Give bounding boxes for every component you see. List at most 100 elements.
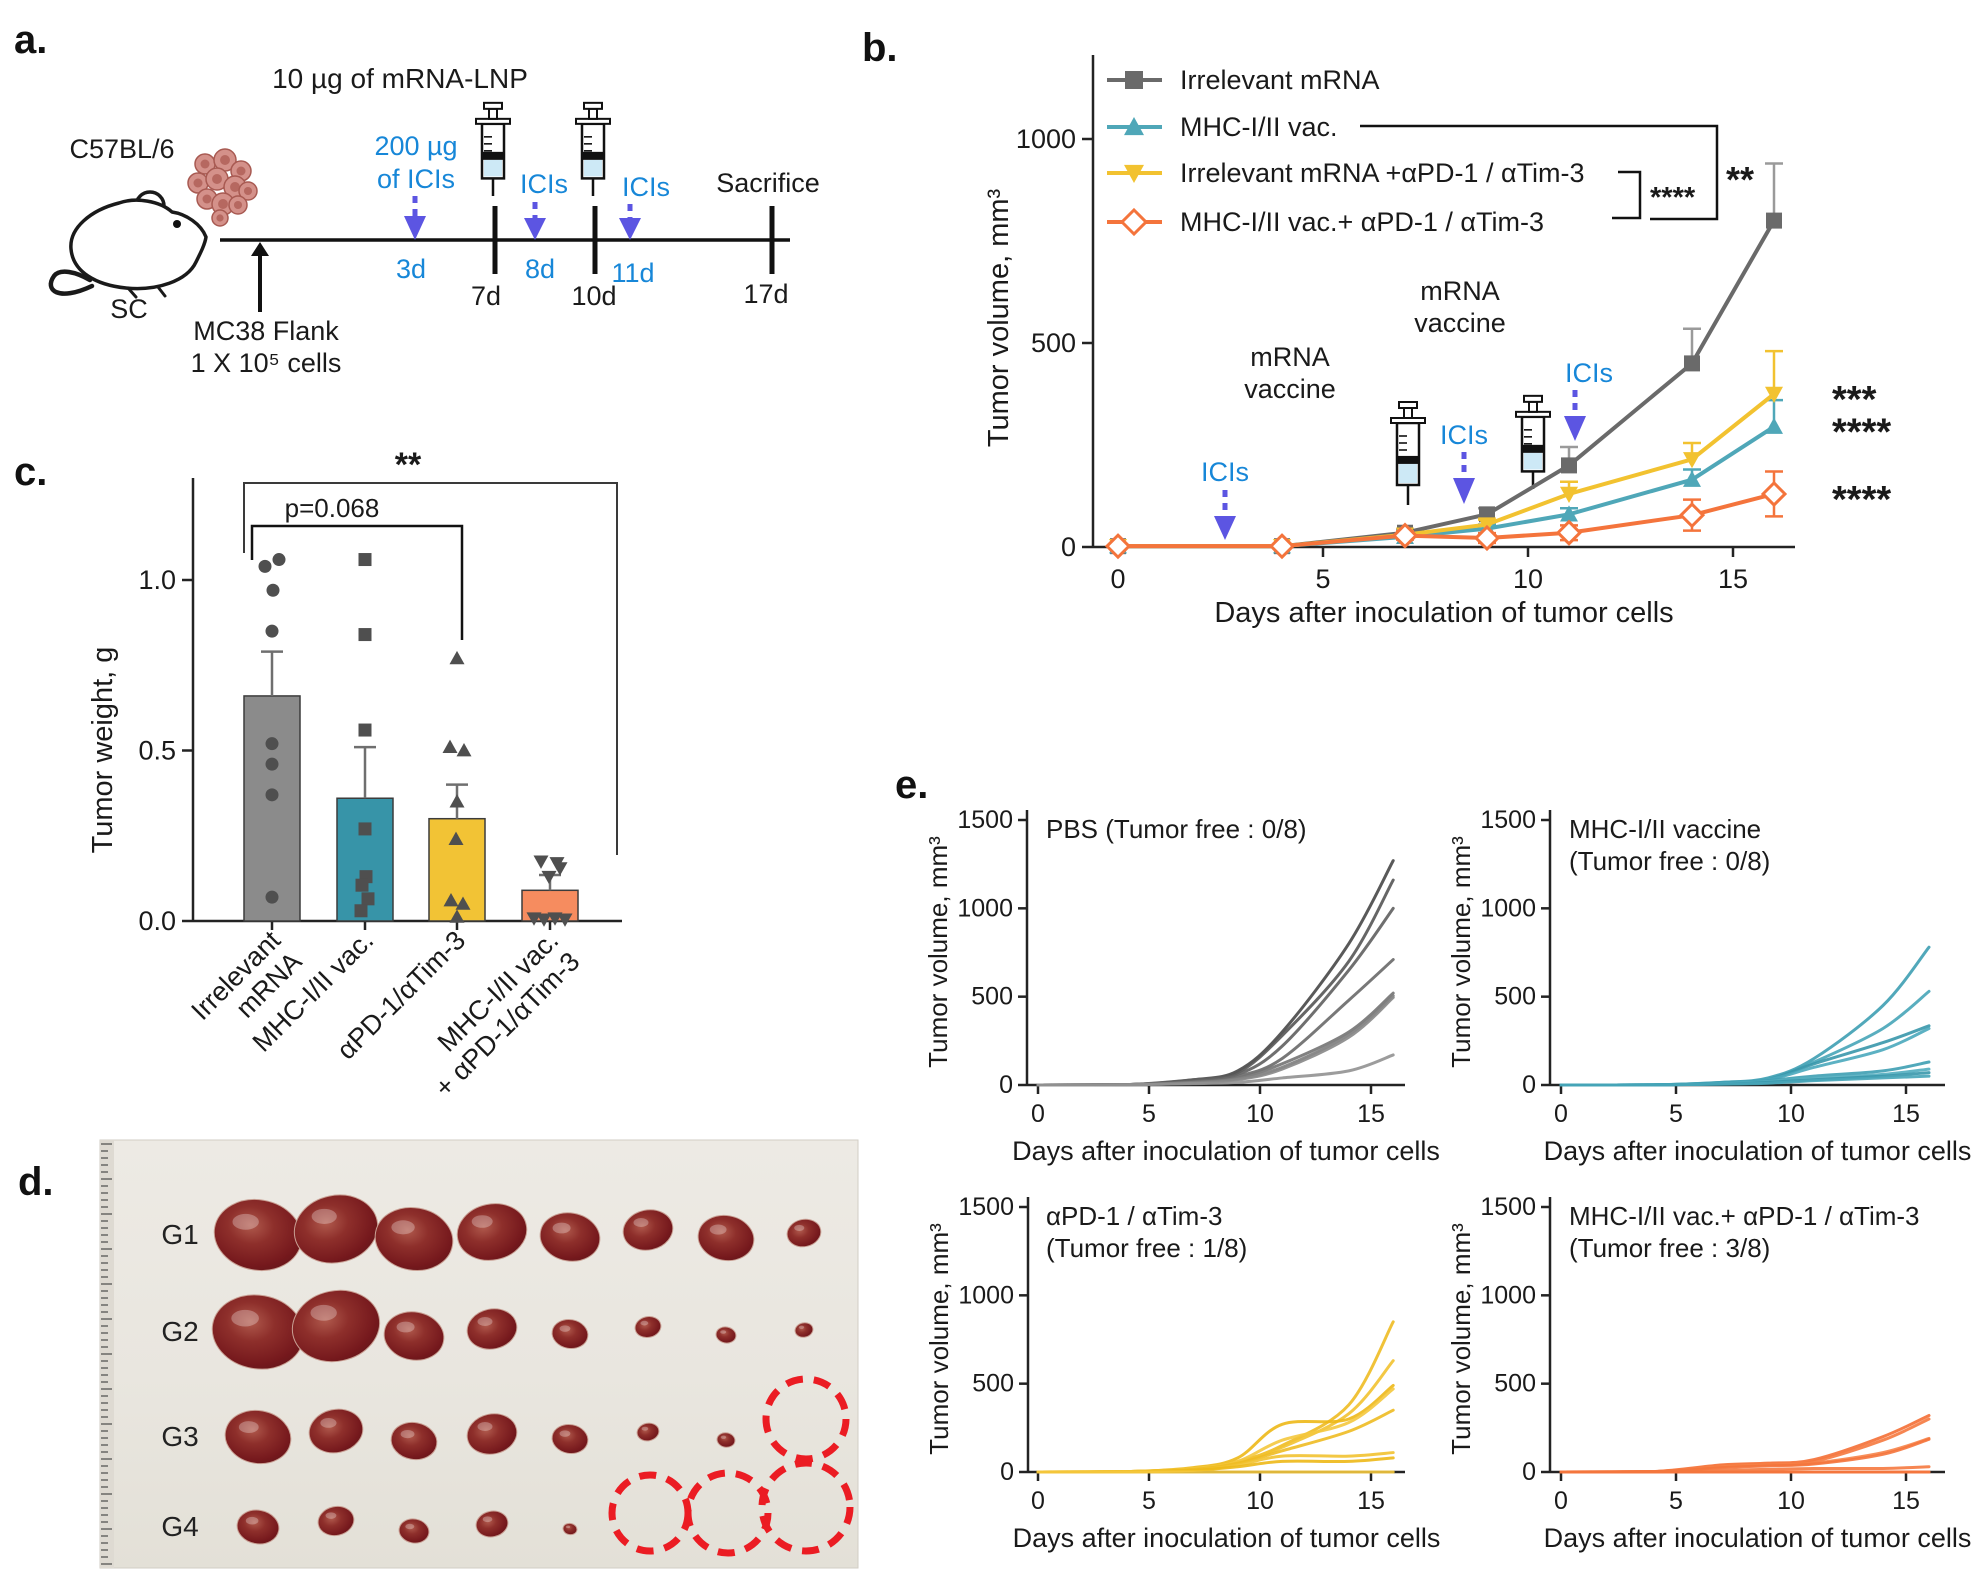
mrna-lnp-dose-label: 10 µg of mRNA-LNP	[272, 63, 528, 94]
series-4	[1104, 470, 1788, 560]
scatter-point	[449, 650, 465, 665]
tumor-image	[224, 1409, 292, 1465]
injection-route-label: SC	[110, 294, 148, 324]
tumor-cells-icon	[187, 148, 258, 227]
scatter-point	[448, 831, 464, 846]
bar-group-4	[521, 855, 579, 927]
legend-label: Irrelevant mRNA	[1180, 65, 1380, 95]
scatter-point	[557, 913, 573, 927]
data-point-marker	[1561, 457, 1577, 474]
vaccine-label-line1: mRNA	[1250, 342, 1330, 372]
tumor-free-circle	[684, 1469, 772, 1557]
scatter-point	[536, 913, 552, 927]
scatter-point	[526, 912, 542, 926]
subplot-title-line1: PBS (Tumor free : 0/8)	[1046, 814, 1307, 844]
scatter-point	[442, 739, 458, 753]
tumor-image	[398, 1518, 430, 1544]
tumor-image	[466, 1413, 518, 1455]
subplot-e-pbs: 0 500 1000 1500 0 5 10 15 PBS (Tumor free : 0/8)…	[923, 806, 1440, 1166]
row-label: G1	[161, 1219, 198, 1250]
significance-stars: ****	[1650, 182, 1696, 214]
tumor-row-G2: G2	[161, 1289, 814, 1370]
scatter-point	[258, 559, 272, 573]
panel-b-axes: 0 500 1000 0 5 10 15	[1016, 55, 1795, 594]
panel-b-label: b.	[862, 26, 898, 70]
y-tick-label: 0.5	[138, 736, 176, 766]
tumor-image	[715, 1326, 737, 1344]
tumor-row-G3: G3	[161, 1375, 850, 1465]
subplot-e-ici: 0 500 1000 1500 0 5 10 15 αPD-1 / αTim-3(Tumor f…	[924, 1193, 1440, 1553]
y-tick-label: 1000	[957, 894, 1013, 922]
scatter-point	[443, 893, 459, 907]
legend-item: MHC-I/II vac.	[1107, 112, 1338, 142]
significance-stars: ****	[1832, 412, 1891, 454]
legend-marker	[1124, 117, 1144, 136]
growth-curve	[1036, 1320, 1395, 1474]
x-tick-label: 0	[1554, 1487, 1568, 1515]
x-tick-label: 0	[1031, 1100, 1045, 1128]
subplot-y-axis-title: Tumor volume, mm³	[1446, 836, 1476, 1068]
x-tick-label: 0	[1110, 564, 1125, 594]
panel-c-label: c.	[14, 450, 48, 494]
ici-label: ICIs	[1440, 420, 1488, 450]
x-tick-label: 5	[1669, 1100, 1683, 1128]
subplot-x-axis-title: Days after inoculation of tumor cells	[1544, 1523, 1972, 1553]
syringe-icon	[575, 101, 611, 196]
y-tick-label: 1000	[1016, 124, 1076, 154]
growth-curve	[1036, 1053, 1395, 1087]
row-label: G2	[161, 1316, 198, 1347]
data-point-marker	[1765, 386, 1783, 403]
scatter-point	[358, 723, 372, 737]
y-tick-label: 1500	[957, 806, 1013, 834]
tumor-image	[374, 1207, 454, 1271]
subplot-title-line1: αPD-1 / αTim-3	[1046, 1201, 1222, 1231]
row-label: G3	[161, 1421, 198, 1452]
x-tick-label: 10	[1777, 1487, 1805, 1515]
mouse-icon	[48, 190, 208, 299]
significance-stars: ***	[1832, 379, 1877, 421]
sig-bracket	[1612, 170, 1642, 220]
growth-curve	[1036, 1387, 1395, 1474]
tumor-image	[293, 1194, 379, 1264]
vaccine-label-line2: vaccine	[1414, 308, 1506, 338]
panel-a-label: a.	[14, 18, 48, 62]
legend-marker	[1125, 71, 1143, 89]
sig-bracket	[1360, 124, 1719, 221]
scatter-point	[265, 737, 279, 751]
x-tick-label: 10	[1513, 564, 1543, 594]
tumor-free-circle	[762, 1375, 850, 1463]
inoculation-label-line1: MC38 Flank	[193, 316, 339, 346]
timeline: 7d 10d 17d Sacrifice	[220, 168, 820, 311]
data-point-marker	[1104, 533, 1132, 560]
tumor-image	[551, 1318, 589, 1350]
timeline-day-10d: 10d	[571, 281, 616, 311]
timeline-day-7d: 7d	[471, 281, 501, 311]
y-tick-label: 0.0	[138, 906, 176, 936]
panel-c-y-axis-title: Tumor weight, g	[87, 647, 119, 854]
ici-label: ICIs	[1201, 457, 1249, 487]
x-tick-label: 10	[1246, 1100, 1274, 1128]
y-tick-label: 1000	[1480, 1281, 1536, 1309]
y-tick-label: 0	[1522, 1071, 1536, 1099]
ici-arrow-icon	[1453, 452, 1475, 504]
x-tick-label: 15	[1357, 1100, 1385, 1128]
y-tick-label: 1500	[1480, 1193, 1536, 1221]
tumor-image	[562, 1522, 578, 1536]
inoculation-label-line2: 1 X 10⁵ cells	[191, 348, 342, 378]
subplot-title-line2: (Tumor free : 3/8)	[1569, 1233, 1770, 1263]
subplot-x-axis-title: Days after inoculation of tumor cells	[1013, 1523, 1441, 1553]
data-point-marker	[1473, 524, 1501, 552]
data-point-marker	[1555, 519, 1583, 546]
growth-curve	[1559, 945, 1931, 1087]
y-tick-label: 1500	[1480, 806, 1536, 834]
tumor-image	[475, 1510, 509, 1538]
tumor-image	[539, 1212, 601, 1262]
x-tick-label: 15	[1892, 1100, 1920, 1128]
growth-curve	[1559, 1074, 1931, 1087]
tumor-image	[697, 1214, 755, 1262]
sig-bracket	[243, 482, 618, 855]
scatter-point	[547, 912, 563, 926]
subplot-e-mhc-vaccine: 0 500 1000 1500 0 5 10 15 MHC-I/II vaccine(Tumor…	[1446, 806, 1971, 1166]
